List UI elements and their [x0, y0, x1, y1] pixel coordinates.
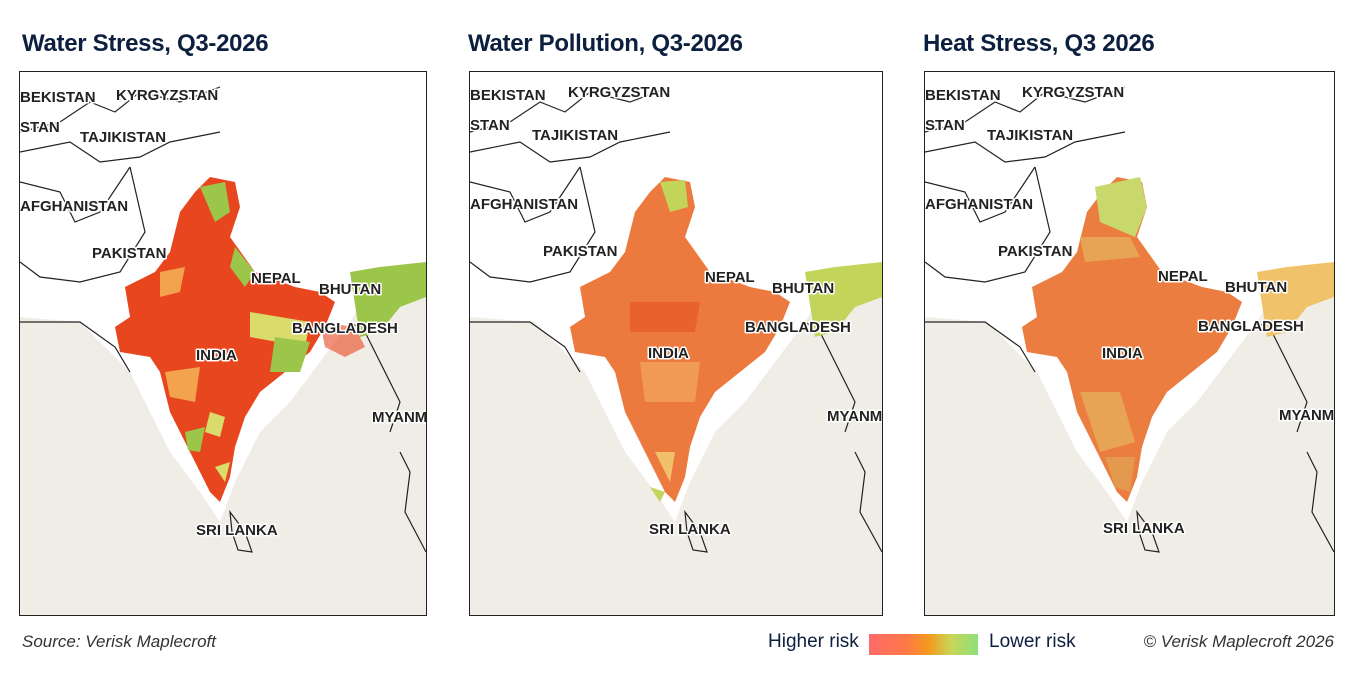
label-pakistan: PAKISTAN [998, 243, 1072, 260]
label-sri-lanka: SRI LANKA [649, 521, 731, 538]
map-heat-stress[interactable]: BEKISTAN KYRGYZSTAN STAN TAJIKISTAN AFGH… [924, 71, 1335, 616]
map-water-stress[interactable]: BEKISTAN KYRGYZSTAN STAN TAJIKISTAN AFGH… [19, 71, 427, 616]
label-afghanistan: AFGHANISTAN [20, 198, 128, 215]
label-nepal: NEPAL [1158, 268, 1208, 285]
label-kyrgyzstan: KYRGYZSTAN [1022, 84, 1124, 101]
label-india: INDIA [1102, 345, 1143, 362]
label-sri-lanka: SRI LANKA [1103, 520, 1185, 537]
india-region [115, 177, 335, 502]
label-kyrgyzstan: KYRGYZSTAN [116, 87, 218, 104]
legend-higher-risk-label: Higher risk [768, 631, 859, 652]
label-myanmar: MYANM [1279, 407, 1334, 424]
india-region [570, 177, 790, 502]
india-low-risk-patches [160, 182, 310, 482]
label-bhutan: BHUTAN [1225, 279, 1287, 296]
bangladesh-region [320, 322, 365, 357]
label-stan: STAN [925, 117, 965, 134]
map-water-pollution[interactable]: BEKISTAN KYRGYZSTAN STAN TAJIKISTAN AFGH… [469, 71, 883, 616]
label-afghanistan: AFGHANISTAN [925, 196, 1033, 213]
bhutan-region [805, 262, 882, 337]
panel-title-heat-stress: Heat Stress, Q3 2026 [923, 30, 1155, 57]
label-myanmar: MYANM [372, 409, 426, 426]
label-bhutan: BHUTAN [319, 281, 381, 298]
label-nepal: NEPAL [251, 270, 301, 287]
label-uzbekistan: BEKISTAN [20, 89, 96, 106]
label-uzbekistan: BEKISTAN [925, 87, 1001, 104]
label-tajikistan: TAJIKISTAN [987, 127, 1073, 144]
label-bangladesh: BANGLADESH [745, 319, 851, 336]
label-india: INDIA [196, 347, 237, 364]
panel-title-water-pollution: Water Pollution, Q3-2026 [468, 30, 743, 57]
label-uzbekistan: BEKISTAN [470, 87, 546, 104]
label-pakistan: PAKISTAN [92, 245, 166, 262]
label-tajikistan: TAJIKISTAN [532, 127, 618, 144]
label-pakistan: PAKISTAN [543, 243, 617, 260]
bhutan-region [1257, 262, 1334, 337]
legend-lower-risk-label: Lower risk [989, 631, 1076, 652]
legend-gradient-bar [869, 634, 978, 655]
country-borders [925, 86, 1334, 553]
label-stan: STAN [20, 119, 60, 136]
label-bangladesh: BANGLADESH [1198, 318, 1304, 335]
label-sri-lanka: SRI LANKA [196, 522, 278, 539]
india-low-risk-patches [1080, 177, 1147, 492]
label-afghanistan: AFGHANISTAN [470, 196, 578, 213]
bhutan-region [350, 262, 426, 337]
india-region [1022, 177, 1242, 502]
label-myanmar: MYANM [827, 408, 882, 425]
panel-title-water-stress: Water Stress, Q3-2026 [22, 30, 269, 57]
label-bangladesh: BANGLADESH [292, 320, 398, 337]
source-note: Source: Verisk Maplecroft [22, 632, 216, 651]
label-stan: STAN [470, 117, 510, 134]
copyright-note: © Verisk Maplecroft 2026 [1143, 632, 1334, 651]
label-bhutan: BHUTAN [772, 280, 834, 297]
label-tajikistan: TAJIKISTAN [80, 129, 166, 146]
label-kyrgyzstan: KYRGYZSTAN [568, 84, 670, 101]
label-nepal: NEPAL [705, 269, 755, 286]
india-low-risk-patches [630, 180, 700, 502]
label-india: INDIA [648, 345, 689, 362]
